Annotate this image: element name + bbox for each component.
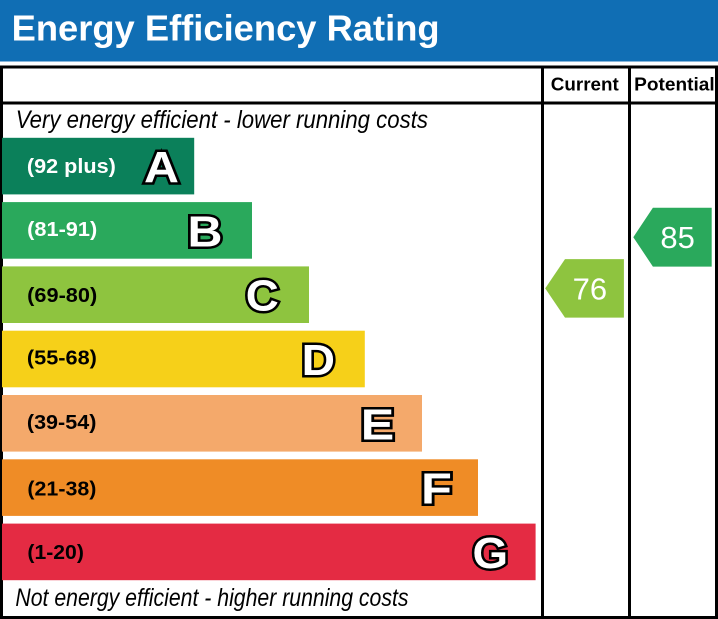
svg-text:(92 plus): (92 plus) xyxy=(27,155,116,178)
svg-text:C: C xyxy=(246,271,279,321)
svg-text:(55-68): (55-68) xyxy=(27,346,97,369)
svg-text:76: 76 xyxy=(573,272,607,307)
svg-text:(21-38): (21-38) xyxy=(27,477,96,500)
svg-text:Current: Current xyxy=(551,74,619,94)
svg-text:Energy Efficiency Rating: Energy Efficiency Rating xyxy=(12,7,440,48)
svg-text:G: G xyxy=(473,528,509,578)
svg-text:A: A xyxy=(144,142,179,191)
svg-text:F: F xyxy=(421,465,452,514)
svg-text:(1-20): (1-20) xyxy=(27,541,83,564)
svg-text:D: D xyxy=(302,335,335,385)
svg-text:E: E xyxy=(361,399,394,448)
svg-text:B: B xyxy=(188,206,223,255)
svg-text:Not energy efficient - higher: Not energy efficient - higher running co… xyxy=(15,583,408,611)
svg-text:(81-91): (81-91) xyxy=(27,218,97,241)
svg-text:Very energy efficient - lower: Very energy efficient - lower running co… xyxy=(16,107,428,134)
svg-text:(69-80): (69-80) xyxy=(27,284,97,307)
svg-text:Potential: Potential xyxy=(634,74,715,94)
svg-text:(39-54): (39-54) xyxy=(27,411,97,434)
svg-text:85: 85 xyxy=(660,220,694,255)
